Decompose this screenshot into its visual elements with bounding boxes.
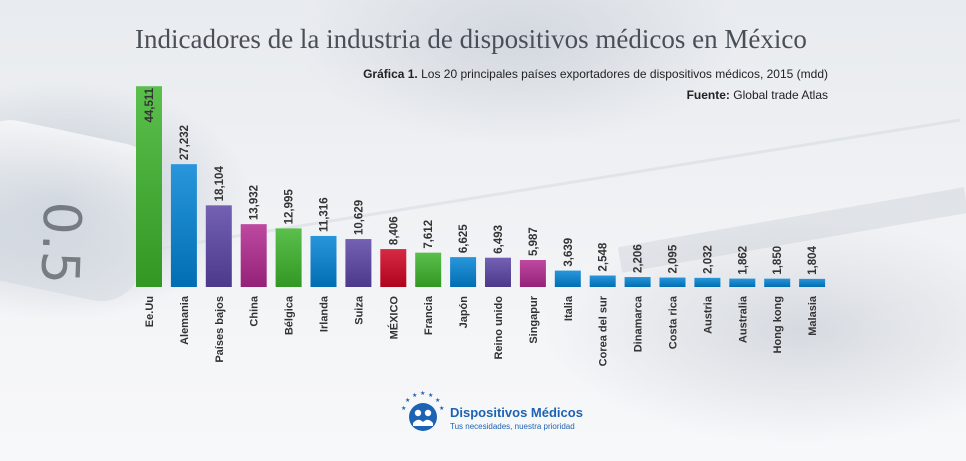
value-label-7: 8,406 xyxy=(388,216,400,245)
category-label-11: Singapur xyxy=(528,295,540,343)
value-label-3: 13,932 xyxy=(249,185,261,220)
value-label-4: 12,995 xyxy=(284,189,296,225)
value-label-18: 1,850 xyxy=(772,246,784,275)
category-label-14: Dinamarca xyxy=(633,295,645,352)
category-label-17: Australia xyxy=(737,295,749,343)
bar-17 xyxy=(729,278,756,287)
brand-emblem-icon: ★ ★ ★ ★ ★ ★ ★ xyxy=(401,390,444,431)
bar-8 xyxy=(415,252,442,287)
category-label-10: Reino unido xyxy=(493,296,505,360)
value-label-17: 1,862 xyxy=(737,246,749,275)
svg-text:★: ★ xyxy=(405,397,410,404)
bar-1 xyxy=(170,164,197,287)
category-label-9: Japón xyxy=(458,296,470,329)
category-label-5: Irlanda xyxy=(319,295,331,332)
value-label-11: 5,987 xyxy=(528,227,540,256)
category-label-16: Austria xyxy=(702,295,714,334)
subtitle-text: Los 20 principales países exportadores d… xyxy=(417,67,828,81)
bar-16 xyxy=(694,277,721,287)
value-label-9: 6,625 xyxy=(458,224,470,253)
category-label-1: Alemania xyxy=(179,295,191,345)
brand-name: Dispositivos Médicos xyxy=(450,405,583,420)
category-label-3: China xyxy=(249,295,261,326)
svg-text:★: ★ xyxy=(428,392,433,399)
source-label: Fuente: xyxy=(686,88,730,102)
category-label-6: Suiza xyxy=(353,295,365,325)
category-label-8: Francia xyxy=(423,295,435,335)
bar-18 xyxy=(764,278,791,287)
svg-text:★: ★ xyxy=(412,392,417,399)
category-label-15: Costa rica xyxy=(668,295,680,349)
bar-0 xyxy=(136,86,162,287)
subtitle-label: Gráfica 1. xyxy=(363,67,418,81)
value-label-12: 3,639 xyxy=(563,238,575,267)
bar-15 xyxy=(659,277,686,287)
page-title: Indicadores de la industria de dispositi… xyxy=(135,24,807,54)
value-label-10: 6,493 xyxy=(493,225,505,254)
bar-19 xyxy=(799,278,826,287)
category-label-12: Italia xyxy=(563,295,575,321)
category-label-4: Bélgica xyxy=(284,295,296,335)
value-label-8: 7,612 xyxy=(423,220,435,249)
category-label-0: Ee.Uu xyxy=(144,296,156,327)
bar-13 xyxy=(589,275,616,287)
brand-tagline: Tus necesidades, nuestra prioridad xyxy=(450,422,575,431)
value-label-0: 44,511 xyxy=(144,87,156,122)
bar-7 xyxy=(380,249,407,287)
value-label-13: 2,548 xyxy=(598,242,610,271)
svg-text:★: ★ xyxy=(401,405,406,412)
bar-3 xyxy=(240,224,267,287)
bar-5 xyxy=(310,235,337,287)
category-label-7: MÉXICO xyxy=(387,296,400,340)
bar-4 xyxy=(275,228,302,287)
svg-text:★: ★ xyxy=(439,405,444,412)
svg-text:0.5: 0.5 xyxy=(29,201,92,286)
value-label-14: 2,206 xyxy=(633,244,645,273)
category-label-18: Hong kong xyxy=(772,296,784,353)
source-text: Global trade Atlas xyxy=(729,88,828,102)
chart-subtitle: Gráfica 1. Los 20 principales países exp… xyxy=(363,67,828,81)
brand-logo: ★ ★ ★ ★ ★ ★ ★ Dispositivos Médicos Tus n… xyxy=(397,390,597,440)
bar-12 xyxy=(554,270,581,287)
bar-10 xyxy=(485,257,511,287)
value-label-16: 2,032 xyxy=(702,245,714,274)
bar-14 xyxy=(624,277,651,287)
svg-text:★: ★ xyxy=(420,390,425,397)
value-label-2: 18,104 xyxy=(214,166,226,202)
svg-text:★: ★ xyxy=(435,397,440,404)
bar-9 xyxy=(450,257,477,287)
chart-source: Fuente: Global trade Atlas xyxy=(687,88,828,102)
value-label-1: 27,232 xyxy=(179,125,191,160)
value-label-5: 11,316 xyxy=(319,197,331,232)
value-label-15: 2,095 xyxy=(668,244,680,273)
category-label-2: Países bajos xyxy=(214,296,226,363)
value-label-6: 10,629 xyxy=(353,200,365,235)
value-label-19: 1,804 xyxy=(807,245,819,274)
bar-2 xyxy=(205,205,232,287)
category-label-13: Corea del sur xyxy=(598,295,610,366)
category-label-19: Malasia xyxy=(807,295,819,336)
bar-11 xyxy=(519,259,546,287)
bar-6 xyxy=(345,239,372,287)
